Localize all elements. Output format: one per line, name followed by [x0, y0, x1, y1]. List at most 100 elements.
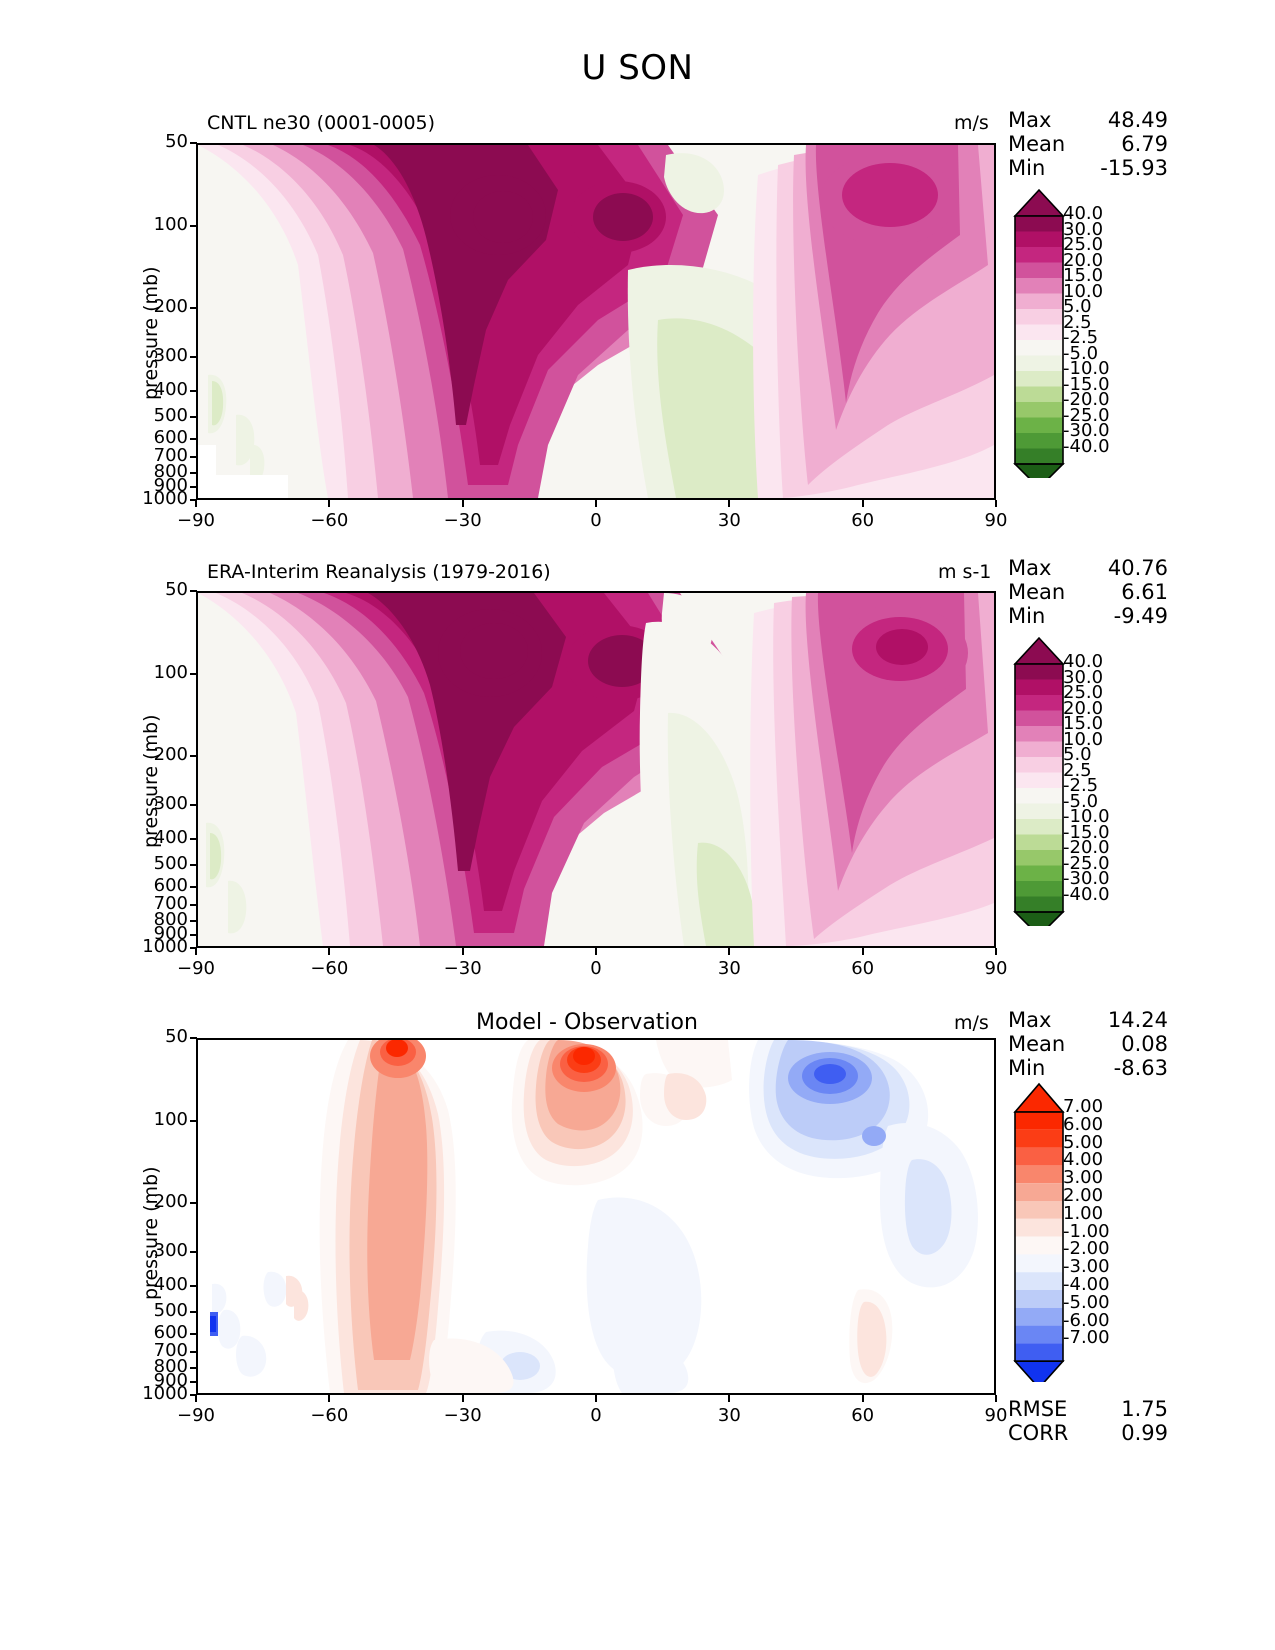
score-rmse-label: RMSE: [1008, 1397, 1068, 1421]
score-corr-value: 0.99: [1121, 1421, 1168, 1445]
stat-max-label: Max: [1008, 1008, 1052, 1032]
stat-max-value: 40.76: [1107, 556, 1168, 580]
stat-min-value: -9.49: [1113, 604, 1168, 628]
x-tick-mark: [995, 1395, 997, 1402]
y-tick-mark: [190, 920, 197, 923]
x-tick-mark: [595, 948, 597, 955]
panel-obs-title: ERA-Interim Reanalysis (1979-2016): [207, 561, 551, 583]
panel-diff-contours: [198, 1040, 994, 1393]
cbar-level: 30.0: [1063, 218, 1104, 240]
y-tick-mark: [190, 1394, 197, 1396]
y-tick-label: 500: [153, 405, 188, 427]
cbar-level: -5.0: [1063, 790, 1099, 812]
y-tick-label: 700: [153, 445, 188, 467]
cbar-level: -40.0: [1063, 883, 1110, 905]
stat-mean-label: Mean: [1008, 1032, 1066, 1056]
y-tick-label: 300: [153, 792, 188, 814]
stat-min-label: Min: [1008, 1056, 1046, 1080]
x-tick-label: −90: [177, 510, 215, 531]
y-tick-mark: [190, 1202, 197, 1205]
y-tick-mark: [190, 1367, 197, 1370]
cbar-level: -30.0: [1063, 868, 1110, 889]
y-tick-label: 200: [153, 1191, 188, 1213]
x-tick-label: 60: [851, 1405, 875, 1426]
y-tick-mark: [190, 590, 197, 592]
cbar-level: -25.0: [1063, 404, 1110, 426]
y-tick-mark: [190, 142, 197, 144]
x-tick-mark: [595, 1395, 597, 1402]
x-tick-label: 90: [984, 1405, 1008, 1426]
stat-max-label: Max: [1008, 108, 1052, 132]
panel-model-title: CNTL ne30 (0001-0005): [207, 112, 436, 134]
x-tick-mark: [861, 500, 864, 507]
x-tick-mark: [861, 948, 864, 955]
y-tick-mark: [190, 1381, 197, 1384]
cbar-level: 5.0: [1063, 296, 1092, 317]
y-tick-mark: [190, 1333, 197, 1336]
y-tick-mark: [190, 1311, 197, 1314]
y-tick-mark: [190, 672, 197, 675]
stat-mean-value: 0.08: [1121, 1032, 1168, 1056]
panel-diff-plot: [196, 1038, 996, 1395]
y-tick-mark: [190, 355, 197, 358]
x-tick-label: −60: [310, 958, 349, 979]
cbar-level: 15.0: [1063, 713, 1104, 734]
y-tick-label: 1000: [142, 936, 188, 957]
y-tick-mark: [190, 904, 197, 907]
cbar-level: 2.5: [1063, 759, 1092, 781]
y-tick-label: 100: [153, 1108, 188, 1130]
y-tick-mark: [190, 486, 197, 489]
y-tick-mark: [190, 416, 197, 419]
y-tick-label: 400: [153, 378, 188, 400]
y-tick-label: 1000: [142, 488, 188, 509]
x-tick-mark: [595, 500, 597, 507]
stat-mean-value: 6.61: [1121, 580, 1168, 604]
y-tick-mark: [190, 438, 197, 441]
cbar-level: -25.0: [1063, 852, 1110, 874]
y-tick-mark: [190, 456, 197, 459]
cbar-level: -5.0: [1063, 342, 1099, 364]
y-tick-label: 500: [153, 1300, 188, 1322]
y-tick-mark: [190, 886, 197, 889]
score-rmse-value: 1.75: [1121, 1397, 1168, 1421]
x-tick-mark: [195, 948, 197, 955]
panel-obs-contours: [198, 593, 994, 946]
y-tick-label: 900: [153, 923, 188, 945]
y-tick-label: 200: [153, 744, 188, 766]
x-tick-mark: [461, 948, 464, 955]
y-tick-mark: [190, 499, 197, 501]
panel-model-plot: [196, 143, 996, 500]
x-tick-label: 30: [717, 958, 741, 979]
y-tick-mark: [190, 224, 197, 227]
cbar-level: 20.0: [1063, 697, 1104, 719]
x-tick-mark: [861, 1395, 864, 1402]
cbar-level: -4.00: [1063, 1274, 1110, 1295]
stat-max-value: 48.49: [1107, 108, 1168, 132]
y-tick-label: 900: [153, 475, 188, 497]
panel-diff-units: m/s: [954, 1012, 989, 1034]
cbar-level: -1.00: [1063, 1220, 1110, 1242]
x-tick-mark: [195, 1395, 197, 1402]
y-tick-mark: [190, 1250, 197, 1253]
y-tick-label: 600: [153, 875, 188, 897]
colorbar-obs-swatches: [1013, 636, 1065, 926]
x-tick-label: −30: [443, 958, 482, 979]
x-tick-mark: [995, 500, 997, 507]
cbar-level: 5.0: [1063, 744, 1092, 765]
cbar-level: 4.00: [1063, 1149, 1104, 1171]
stat-mean-label: Mean: [1008, 580, 1066, 604]
cbar-level: 15.0: [1063, 265, 1104, 286]
cbar-level: -40.0: [1063, 435, 1110, 457]
y-tick-mark: [190, 389, 197, 392]
x-tick-label: −30: [443, 1405, 482, 1426]
panel-diff-stats: Max 14.24 Mean 0.08 Min -8.63: [1008, 1008, 1168, 1080]
figure-title: U SON: [581, 48, 694, 88]
cbar-level: 1.00: [1063, 1202, 1104, 1224]
cbar-level: -2.5: [1063, 775, 1099, 796]
stat-max-label: Max: [1008, 556, 1052, 580]
panel-obs-units: m s-1: [938, 561, 992, 583]
y-tick-mark: [190, 864, 197, 867]
x-tick-mark: [461, 500, 464, 507]
panel-model-contours: [198, 145, 994, 498]
cbar-level: 2.00: [1063, 1185, 1104, 1206]
